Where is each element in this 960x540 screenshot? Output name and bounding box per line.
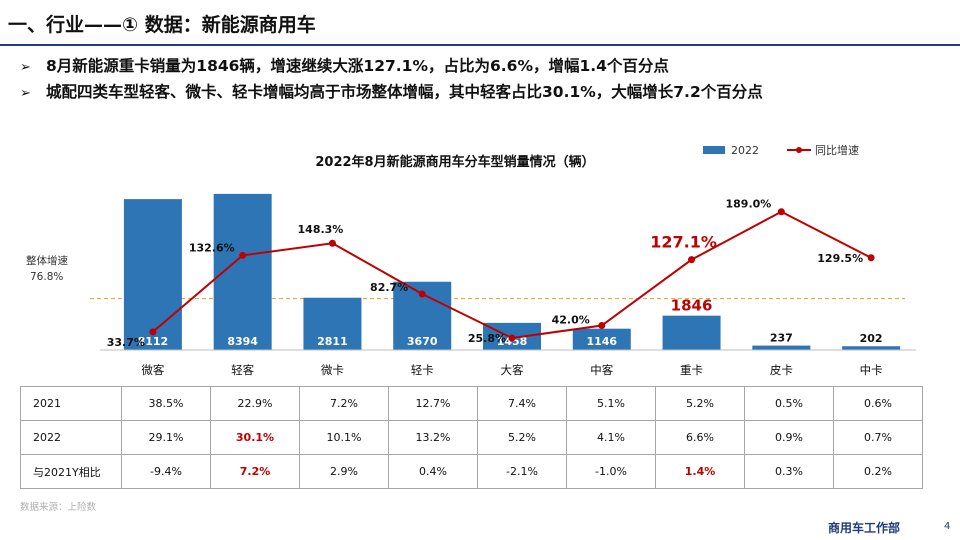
growth-point-6 bbox=[598, 321, 606, 329]
bar-value-label: 3670 bbox=[407, 335, 438, 348]
category-label: 大客 bbox=[501, 363, 524, 377]
growth-point-4 bbox=[418, 290, 426, 298]
bar-value-label: 1146 bbox=[586, 335, 617, 348]
bar-value-label: 237 bbox=[770, 332, 793, 345]
growth-value-label: 148.3% bbox=[298, 223, 344, 236]
table-cell: 0.9% bbox=[744, 420, 834, 455]
table-cell: 29.1% bbox=[121, 420, 211, 455]
table-row-label: 与2021Y相比 bbox=[20, 454, 122, 489]
category-label: 重卡 bbox=[680, 363, 703, 377]
bar-series-2022: 8112839428113670145811461846237202 bbox=[123, 193, 901, 350]
table-cell: 6.6% bbox=[655, 420, 745, 455]
table-row-label: 2022 bbox=[20, 420, 122, 455]
page-title: 一、行业——① 数据：新能源商用车 bbox=[8, 14, 316, 36]
table-cell: -1.0% bbox=[566, 454, 656, 489]
category-label: 轻客 bbox=[231, 363, 254, 377]
data-source-note: 数据来源：上险数 bbox=[20, 502, 97, 513]
growth-point-5 bbox=[508, 334, 516, 342]
title-bar: 一、行业——① 数据：新能源商用车 bbox=[0, 0, 960, 46]
table-cell: 0.2% bbox=[833, 454, 923, 489]
category-label: 微客 bbox=[141, 363, 164, 377]
growth-point-1 bbox=[149, 328, 157, 336]
table-cell: 12.7% bbox=[388, 386, 478, 421]
arrow-bullet-icon: ➢ bbox=[20, 60, 31, 75]
category-label: 微卡 bbox=[321, 363, 344, 377]
growth-point-3 bbox=[328, 239, 336, 247]
growth-point-7 bbox=[688, 256, 696, 264]
legend-bar-swatch bbox=[703, 146, 725, 154]
legend-bar-label: 2022 bbox=[731, 144, 759, 157]
table-cell: 0.7% bbox=[833, 420, 923, 455]
table-cell: 0.4% bbox=[388, 454, 478, 489]
bar-3 bbox=[303, 297, 362, 350]
growth-value-label: 129.5% bbox=[817, 252, 863, 265]
bar-9 bbox=[842, 346, 901, 350]
arrow-bullet-icon: ➢ bbox=[20, 86, 31, 101]
table-cell: 1.4% bbox=[655, 454, 745, 489]
x-axis-category-labels: 微客 轻客 微卡 轻卡 大客 中客 重卡 皮卡 中卡 bbox=[141, 363, 882, 377]
table-row: 2022 29.1% 30.1% 10.1% 13.2% 5.2% 4.1% 6.6% 0.9%… bbox=[20, 420, 923, 455]
line-series-yoy-growth: 33.7% 132.6% 148.3% 82.7% 25.8% 42.0% 127.1% 18… bbox=[107, 198, 875, 349]
table-row: 2021 38.5% 22.9% 7.2% 12.7% 7.4% 5.1% 5.2% 0.5% 0… bbox=[20, 386, 923, 421]
market-share-table: 2021 38.5% 22.9% 7.2% 12.7% 7.4% 5.1% 5.2% 0.5% 0… bbox=[20, 386, 923, 489]
category-label: 中卡 bbox=[860, 363, 883, 377]
table-cell: 10.1% bbox=[299, 420, 389, 455]
growth-value-label: 25.8% bbox=[468, 332, 506, 345]
growth-point-8 bbox=[777, 208, 785, 216]
table-cell: 5.1% bbox=[566, 386, 656, 421]
table-cell: -9.4% bbox=[121, 454, 211, 489]
reference-line-label: 整体增速 bbox=[26, 254, 68, 267]
table-cell: 0.6% bbox=[833, 386, 923, 421]
table-cell: 4.1% bbox=[566, 420, 656, 455]
bar-8 bbox=[752, 345, 811, 350]
growth-point-9 bbox=[867, 254, 875, 262]
bar-1 bbox=[123, 199, 182, 350]
growth-point-2 bbox=[239, 251, 247, 259]
chart-title: 2022年8月新能源商用车分车型销量情况（辆） bbox=[315, 154, 594, 170]
table-cell: 38.5% bbox=[121, 386, 211, 421]
legend-line-marker bbox=[796, 147, 802, 153]
key-point-1: ➢ 8月新能源重卡销量为1846辆，增速继续大涨127.1%，占比为6.6%，增幅… bbox=[20, 54, 669, 76]
key-point-2-text: 城配四类车型轻客、微卡、轻卡增幅均高于市场整体增幅，其中轻客占比30.1%，大幅… bbox=[46, 83, 763, 101]
bar-6 bbox=[572, 328, 631, 350]
growth-value-label: 132.6% bbox=[189, 241, 235, 254]
legend-line-label: 同比增速 bbox=[815, 143, 859, 157]
table-cell: 7.4% bbox=[477, 386, 567, 421]
table-cell: 30.1% bbox=[210, 420, 300, 455]
page-number: 4 bbox=[944, 521, 951, 532]
table-cell: 0.5% bbox=[744, 386, 834, 421]
bar-value-label: 202 bbox=[860, 332, 883, 345]
table-row-label: 2021 bbox=[20, 386, 122, 421]
bar-value-label: 2811 bbox=[317, 335, 348, 348]
table-cell: 5.2% bbox=[655, 386, 745, 421]
growth-value-label: 42.0% bbox=[552, 313, 590, 326]
category-label: 中客 bbox=[590, 363, 613, 377]
bar-value-label: 8112 bbox=[138, 335, 169, 348]
table-cell: 22.9% bbox=[210, 386, 300, 421]
table-cell: 7.2% bbox=[210, 454, 300, 489]
key-point-1-text: 8月新能源重卡销量为1846辆，增速继续大涨127.1%，占比为6.6%，增幅1… bbox=[46, 57, 669, 75]
growth-value-label: 33.7% bbox=[107, 336, 145, 349]
table-cell: 0.3% bbox=[744, 454, 834, 489]
reference-line-value: 76.8% bbox=[30, 271, 63, 283]
department-name: 商用车工作部 bbox=[828, 521, 901, 535]
bar-value-label: 8394 bbox=[227, 335, 258, 348]
category-label: 皮卡 bbox=[770, 363, 793, 377]
table-cell: 7.2% bbox=[299, 386, 389, 421]
table-cell: 5.2% bbox=[477, 420, 567, 455]
table-cell: 13.2% bbox=[388, 420, 478, 455]
table-row: 与2021Y相比 -9.4% 7.2% 2.9% 0.4% -2.1% -1.0% 1.4% 0… bbox=[20, 454, 923, 489]
chart-legend: 2022 同比增速 bbox=[703, 143, 859, 157]
table-cell: 2.9% bbox=[299, 454, 389, 489]
bar-7 bbox=[662, 315, 721, 350]
sales-combo-chart: 2022年8月新能源商用车分车型销量情况（辆） 2022 同比增速 整体增速 7… bbox=[26, 143, 916, 377]
growth-value-label: 189.0% bbox=[726, 198, 772, 211]
growth-value-label: 82.7% bbox=[370, 281, 408, 294]
bar-value-label: 1846 bbox=[671, 297, 713, 315]
title-underline bbox=[0, 44, 960, 46]
growth-value-label: 127.1% bbox=[650, 233, 717, 252]
table-cell: -2.1% bbox=[477, 454, 567, 489]
key-point-2: ➢ 城配四类车型轻客、微卡、轻卡增幅均高于市场整体增幅，其中轻客占比30.1%，大… bbox=[20, 80, 763, 102]
category-label: 轻卡 bbox=[411, 363, 434, 377]
